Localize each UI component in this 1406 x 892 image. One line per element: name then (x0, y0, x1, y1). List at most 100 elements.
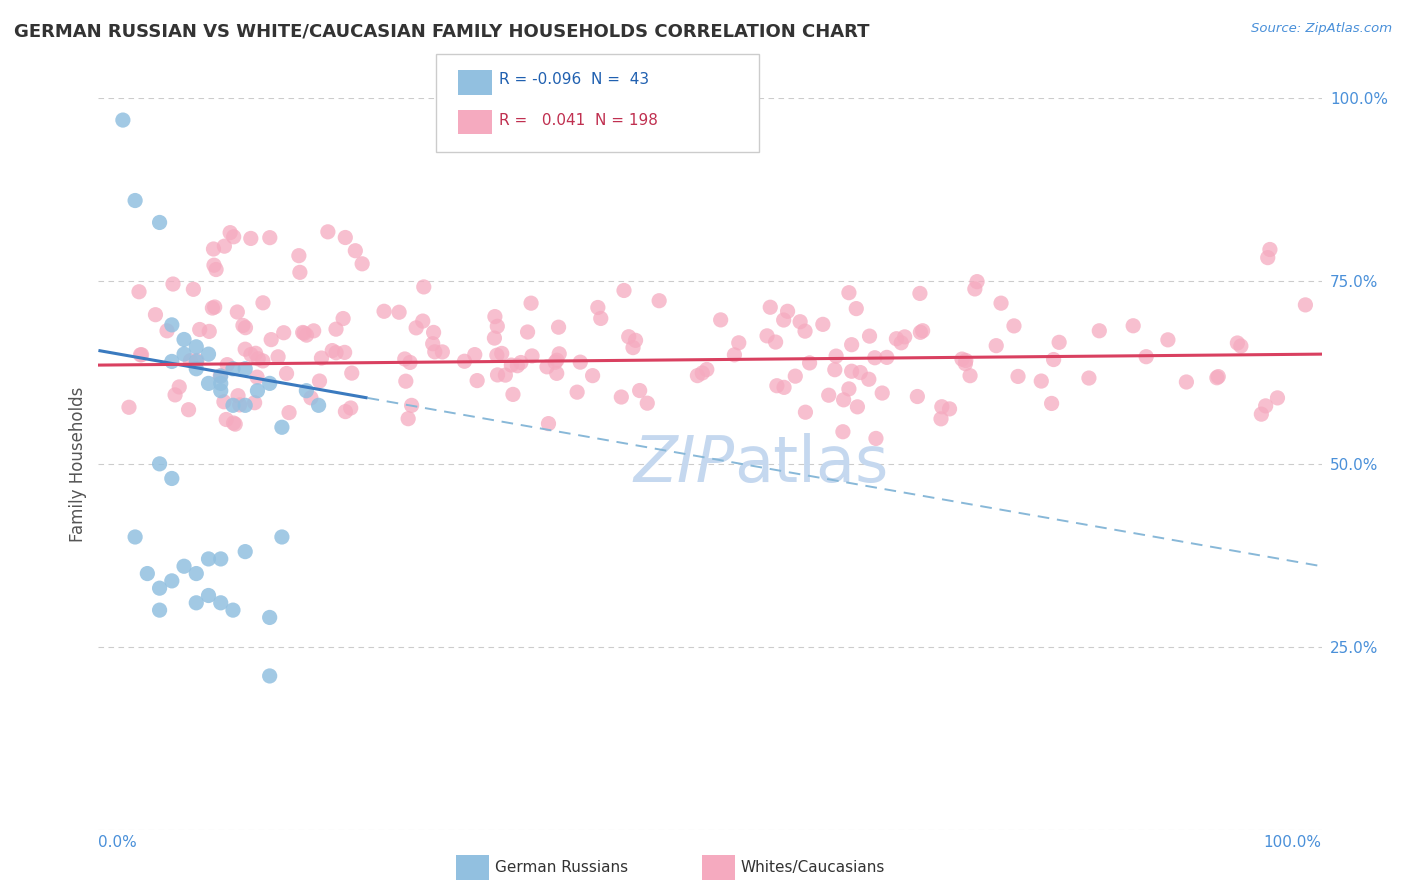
Point (136, 566, 159, 581)
Point (617, 330, 640, 344)
Point (179, 353, 201, 368)
Point (485, 348, 508, 362)
Point (589, 311, 612, 326)
Point (432, 345, 454, 359)
Point (966, 275, 988, 289)
Point (776, 304, 799, 318)
Point (950, 352, 973, 367)
Point (1257, 251, 1279, 265)
Point (401, 398, 423, 412)
Point (177, 402, 200, 417)
Point (849, 366, 872, 380)
Point (246, 370, 269, 384)
Point (352, 257, 374, 271)
Point (1226, 336, 1249, 351)
Point (486, 319, 509, 334)
Point (259, 376, 281, 391)
Point (165, 388, 187, 402)
Point (245, 346, 267, 360)
Point (186, 361, 208, 376)
Point (228, 398, 250, 412)
Point (333, 345, 356, 359)
Text: Source: ZipAtlas.com: Source: ZipAtlas.com (1251, 22, 1392, 36)
Point (160, 574, 183, 588)
Point (710, 313, 733, 327)
Point (325, 345, 347, 359)
Point (214, 239, 236, 253)
Text: Whites/Caucasians: Whites/Caucasians (741, 860, 886, 874)
Text: 100.0%: 100.0% (1264, 836, 1322, 850)
Point (129, 348, 152, 362)
Point (246, 384, 269, 398)
Point (156, 324, 179, 338)
Point (548, 347, 571, 361)
Point (217, 358, 239, 372)
Point (124, 530, 146, 544)
Point (111, 113, 134, 128)
Point (316, 225, 339, 239)
Point (841, 364, 863, 378)
Point (295, 328, 318, 343)
Text: GERMAN RUSSIAN VS WHITE/CAUCASIAN FAMILY HOUSEHOLDS CORRELATION CHART: GERMAN RUSSIAN VS WHITE/CAUCASIAN FAMILY… (14, 22, 869, 40)
Point (613, 284, 636, 298)
Point (773, 380, 796, 394)
Point (838, 285, 860, 300)
Point (267, 350, 290, 364)
Point (188, 322, 211, 336)
Point (209, 596, 232, 610)
Point (494, 368, 516, 383)
Point (288, 265, 311, 279)
Text: ZIP: ZIP (633, 433, 734, 495)
Point (908, 286, 931, 301)
Point (373, 304, 395, 318)
Point (252, 295, 274, 310)
Point (955, 353, 977, 368)
Point (302, 324, 325, 338)
Point (344, 244, 367, 258)
Point (516, 325, 538, 339)
Point (335, 230, 357, 244)
Point (197, 347, 219, 361)
Point (186, 340, 208, 354)
Point (1267, 391, 1289, 405)
Point (841, 337, 863, 351)
Point (399, 355, 422, 369)
Point (183, 282, 205, 296)
Point (911, 324, 934, 338)
Point (832, 392, 855, 407)
Point (394, 351, 416, 366)
Point (202, 258, 225, 272)
Point (491, 346, 513, 360)
Point (299, 391, 322, 405)
Point (321, 343, 343, 358)
Point (1077, 371, 1099, 385)
Point (202, 242, 225, 256)
Point (270, 420, 294, 434)
Point (486, 368, 509, 382)
Point (544, 355, 567, 369)
Point (332, 311, 354, 326)
Point (291, 326, 314, 340)
Point (1294, 298, 1316, 312)
Point (259, 669, 281, 683)
Point (1175, 375, 1198, 389)
Point (621, 341, 644, 355)
Point (825, 349, 848, 363)
Point (1002, 318, 1025, 333)
Point (520, 296, 543, 310)
Point (295, 384, 318, 398)
Point (929, 412, 952, 426)
Point (824, 362, 846, 376)
Text: R = -0.096  N =  43: R = -0.096 N = 43 (499, 72, 650, 87)
Point (422, 336, 444, 351)
Point (198, 325, 221, 339)
Point (149, 457, 172, 471)
Point (209, 369, 232, 384)
Point (311, 351, 333, 365)
Point (789, 315, 811, 329)
Point (167, 380, 190, 394)
Point (160, 318, 183, 332)
Point (292, 326, 315, 340)
Point (209, 384, 232, 398)
Point (233, 342, 256, 356)
